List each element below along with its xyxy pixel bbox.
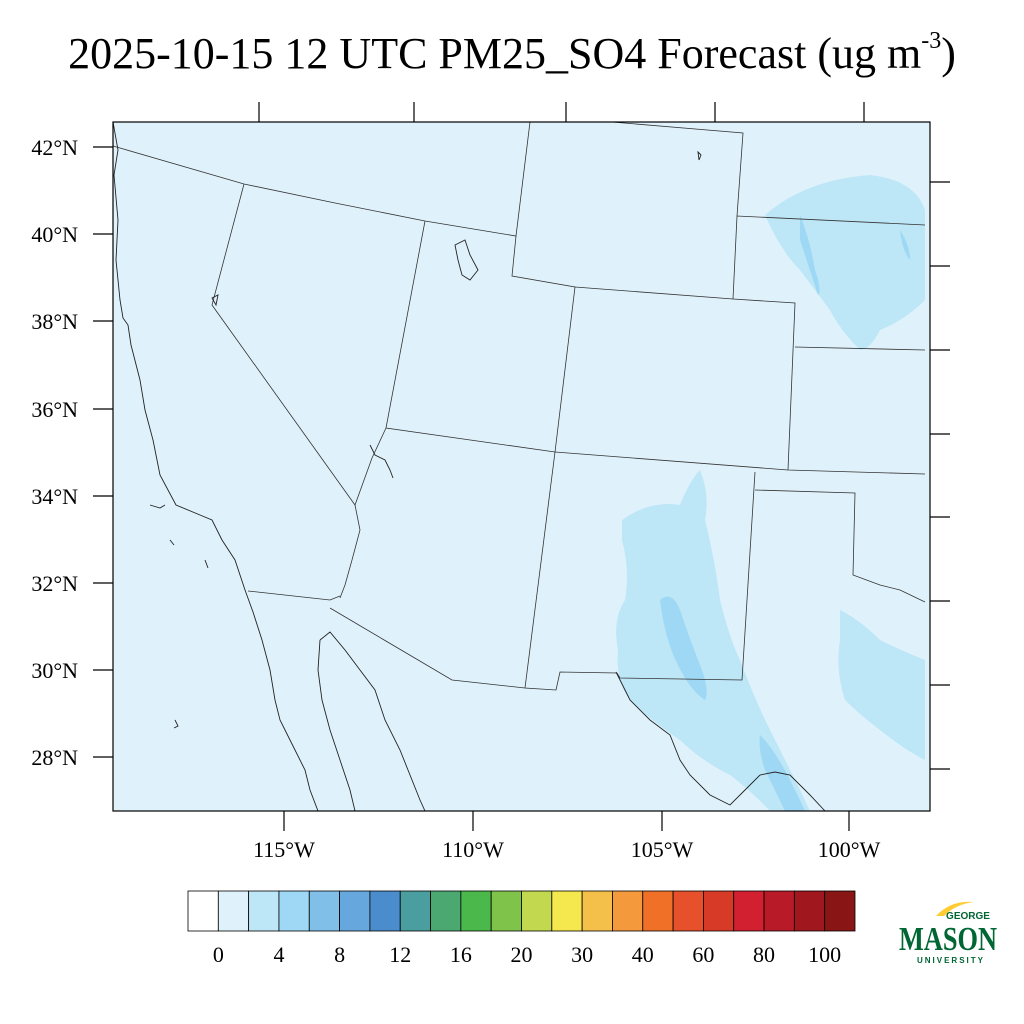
colorbar-label: 16 bbox=[450, 942, 472, 967]
logo-top-text: GEORGE bbox=[946, 911, 990, 922]
colorbar-swatch bbox=[490, 890, 522, 932]
longitude-label: 110°W bbox=[442, 837, 504, 862]
sulfate-plume bbox=[838, 610, 925, 760]
longitude-label: 100°W bbox=[818, 837, 881, 862]
colorbar-label: 100 bbox=[808, 942, 841, 967]
latitude-labels: 42°N 40°N 38°N 36°N 34°N 32°N 30°N 28°N bbox=[31, 135, 78, 770]
concentration-fields bbox=[616, 175, 925, 811]
colorbar-label: 12 bbox=[389, 942, 411, 967]
axis-ticks bbox=[93, 102, 950, 831]
latitude-label: 40°N bbox=[31, 222, 78, 247]
latitude-label: 42°N bbox=[31, 135, 78, 160]
title-superscript: -3 bbox=[921, 28, 942, 55]
title-text: 2025-10-15 12 UTC PM25_SO4 Forecast (ug … bbox=[68, 29, 922, 78]
colorbar-label: 30 bbox=[571, 942, 593, 967]
colorbar-label: 8 bbox=[334, 942, 345, 967]
colorbar-boxes bbox=[187, 890, 856, 932]
colorbar-label: 40 bbox=[632, 942, 654, 967]
sulfate-plume bbox=[616, 470, 810, 811]
sulfate-plume bbox=[765, 175, 925, 350]
colorbar-labels: 0 4 8 12 16 20 30 40 60 80 100 bbox=[213, 942, 841, 967]
political-boundaries bbox=[113, 122, 926, 691]
map-title: 2025-10-15 12 UTC PM25_SO4 Forecast (ug … bbox=[0, 28, 1024, 79]
colorbar-swatch bbox=[581, 890, 613, 932]
colorbar-swatch bbox=[460, 890, 492, 932]
colorbar-swatch bbox=[672, 890, 704, 932]
colorbar-swatch bbox=[763, 890, 795, 932]
colorbar-swatch bbox=[642, 890, 674, 932]
map-frame bbox=[112, 121, 931, 812]
sulfate-plume-core bbox=[900, 230, 910, 260]
longitude-label: 115°W bbox=[253, 837, 315, 862]
title-close: ) bbox=[941, 29, 956, 78]
sulfate-plume bbox=[880, 645, 915, 677]
colorbar-swatch bbox=[278, 890, 310, 932]
latitude-label: 32°N bbox=[31, 571, 78, 596]
colorbar-swatch bbox=[217, 890, 250, 932]
logo-main-text: MASON bbox=[899, 921, 997, 958]
university-logo: GEORGE MASON UNIVERSITY bbox=[899, 901, 997, 965]
logo-flame-icon bbox=[936, 901, 974, 916]
colorbar-label: 80 bbox=[753, 942, 775, 967]
latitude-label: 34°N bbox=[31, 484, 78, 509]
colorbar-swatch bbox=[612, 890, 644, 932]
colorbar-swatch bbox=[187, 890, 219, 932]
colorbar-label: 0 bbox=[213, 942, 224, 967]
sulfate-plume-core bbox=[660, 596, 707, 700]
coastlines bbox=[113, 122, 826, 811]
colorbar-label: 20 bbox=[511, 942, 533, 967]
colorbar-label: 60 bbox=[692, 942, 714, 967]
colorbar-swatch bbox=[339, 890, 371, 932]
logo-bottom-text: UNIVERSITY bbox=[917, 956, 985, 965]
colorbar-swatch bbox=[703, 890, 735, 932]
longitude-labels: 115°W 110°W 105°W 100°W bbox=[253, 837, 880, 862]
colorbar-label: 4 bbox=[273, 942, 284, 967]
colorbar-swatch bbox=[308, 890, 340, 932]
colorbar-swatch bbox=[369, 890, 401, 932]
colorbar-swatch bbox=[248, 890, 280, 932]
colorbar-swatch bbox=[793, 890, 826, 932]
latitude-label: 30°N bbox=[31, 658, 78, 683]
colorbar-swatch bbox=[551, 890, 583, 932]
colorbar-swatch bbox=[399, 890, 431, 932]
longitude-label: 105°W bbox=[631, 837, 694, 862]
latitude-label: 28°N bbox=[31, 745, 78, 770]
latitude-label: 38°N bbox=[31, 309, 78, 334]
latitude-label: 36°N bbox=[31, 397, 78, 422]
colorbar-swatch bbox=[733, 890, 765, 932]
colorbar-swatch bbox=[430, 890, 462, 932]
colorbar-swatch bbox=[521, 890, 553, 932]
sulfate-plume-core bbox=[800, 215, 820, 295]
colorbar-swatch bbox=[824, 890, 856, 932]
